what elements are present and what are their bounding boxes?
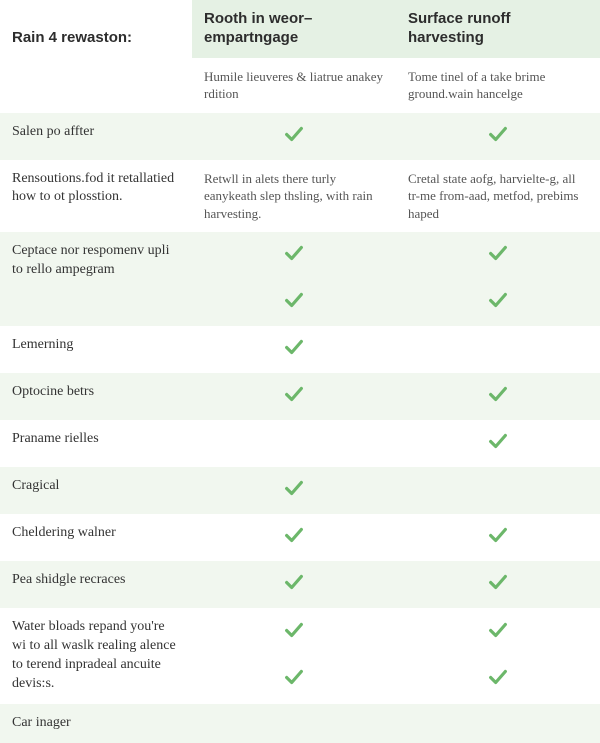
- cell: [192, 420, 396, 467]
- cell: [192, 656, 396, 704]
- table-row: Salen po affter: [0, 113, 600, 160]
- row-label: Pea shidgle recraces: [0, 561, 192, 608]
- table-row: Lemerning: [0, 326, 600, 373]
- check-icon: [283, 533, 305, 550]
- cell: [192, 608, 396, 656]
- cell: [396, 467, 600, 514]
- cell: [192, 514, 396, 561]
- check-icon: [487, 580, 509, 597]
- cell: [192, 326, 396, 373]
- table-body: Salen po affter Rensoutions.fod it retal…: [0, 113, 600, 743]
- check-icon: [283, 628, 305, 645]
- cell: [396, 373, 600, 420]
- cell: [396, 656, 600, 704]
- row-label: Rensoutions.fod it retallatied how to ot…: [0, 160, 192, 233]
- cell: [192, 561, 396, 608]
- table-row: Water bloads repand you're wi to all was…: [0, 608, 600, 656]
- cell: [396, 279, 600, 326]
- row-label: Optocine betrs: [0, 373, 192, 420]
- column-header-b: Surface runoff harvesting: [396, 0, 600, 58]
- cell: [396, 608, 600, 656]
- header-row: Rain 4 rewaston: Rooth in weor– empartng…: [0, 0, 600, 58]
- row-label: Cragical: [0, 467, 192, 514]
- column-subdesc-b: Tome tinel of a take brime ground.wain h…: [396, 58, 600, 113]
- check-icon: [487, 132, 509, 149]
- row-label: Praname rielles: [0, 420, 192, 467]
- table-row: Car inager: [0, 704, 600, 743]
- cell: [396, 561, 600, 608]
- check-icon: [283, 251, 305, 268]
- table-row: Optocine betrs: [0, 373, 600, 420]
- check-icon: [487, 439, 509, 456]
- row-label: Water bloads repand you're wi to all was…: [0, 608, 192, 704]
- check-icon: [487, 675, 509, 692]
- comparison-table: Rain 4 rewaston: Rooth in weor– empartng…: [0, 0, 600, 743]
- row-label: Salen po affter: [0, 113, 192, 160]
- cell: [396, 514, 600, 561]
- cell: [396, 326, 600, 373]
- cell: [192, 232, 396, 279]
- check-icon: [487, 392, 509, 409]
- cell: [396, 704, 600, 743]
- check-icon: [283, 580, 305, 597]
- table-row: Cragical: [0, 467, 600, 514]
- row-label: Lemerning: [0, 326, 192, 373]
- cell: [192, 373, 396, 420]
- cell: [192, 704, 396, 743]
- table-row: Rensoutions.fod it retallatied how to ot…: [0, 160, 600, 233]
- cell: [192, 113, 396, 160]
- check-icon: [283, 132, 305, 149]
- table-row: Praname rielles: [0, 420, 600, 467]
- cell: [396, 420, 600, 467]
- cell: [192, 467, 396, 514]
- check-icon: [283, 298, 305, 315]
- check-icon: [487, 628, 509, 645]
- cell: [192, 279, 396, 326]
- table-row: Ceptace nor respomenv upli to rello ampe…: [0, 232, 600, 279]
- column-header-a: Rooth in weor– empartngage: [192, 0, 396, 58]
- table-row: Cheldering walner: [0, 514, 600, 561]
- row-label: Car inager: [0, 704, 192, 743]
- check-icon: [487, 251, 509, 268]
- cell: Cretal state aofg, harvielte-g, all tr-m…: [396, 160, 600, 233]
- cell: [396, 113, 600, 160]
- check-icon: [283, 486, 305, 503]
- cell: Retwll in alets there turly eanykeath sl…: [192, 160, 396, 233]
- cell: [396, 232, 600, 279]
- check-icon: [487, 298, 509, 315]
- check-icon: [283, 345, 305, 362]
- subheader-row: Humile lieuveres & liatrue anakey rditio…: [0, 58, 600, 113]
- row-label: Ceptace nor respomenv upli to rello ampe…: [0, 232, 192, 326]
- row-label: Cheldering walner: [0, 514, 192, 561]
- check-icon: [283, 392, 305, 409]
- check-icon: [487, 533, 509, 550]
- check-icon: [283, 675, 305, 692]
- corner-label: Rain 4 rewaston:: [0, 0, 192, 58]
- table-row: Pea shidgle recraces: [0, 561, 600, 608]
- column-subdesc-a: Humile lieuveres & liatrue anakey rditio…: [192, 58, 396, 113]
